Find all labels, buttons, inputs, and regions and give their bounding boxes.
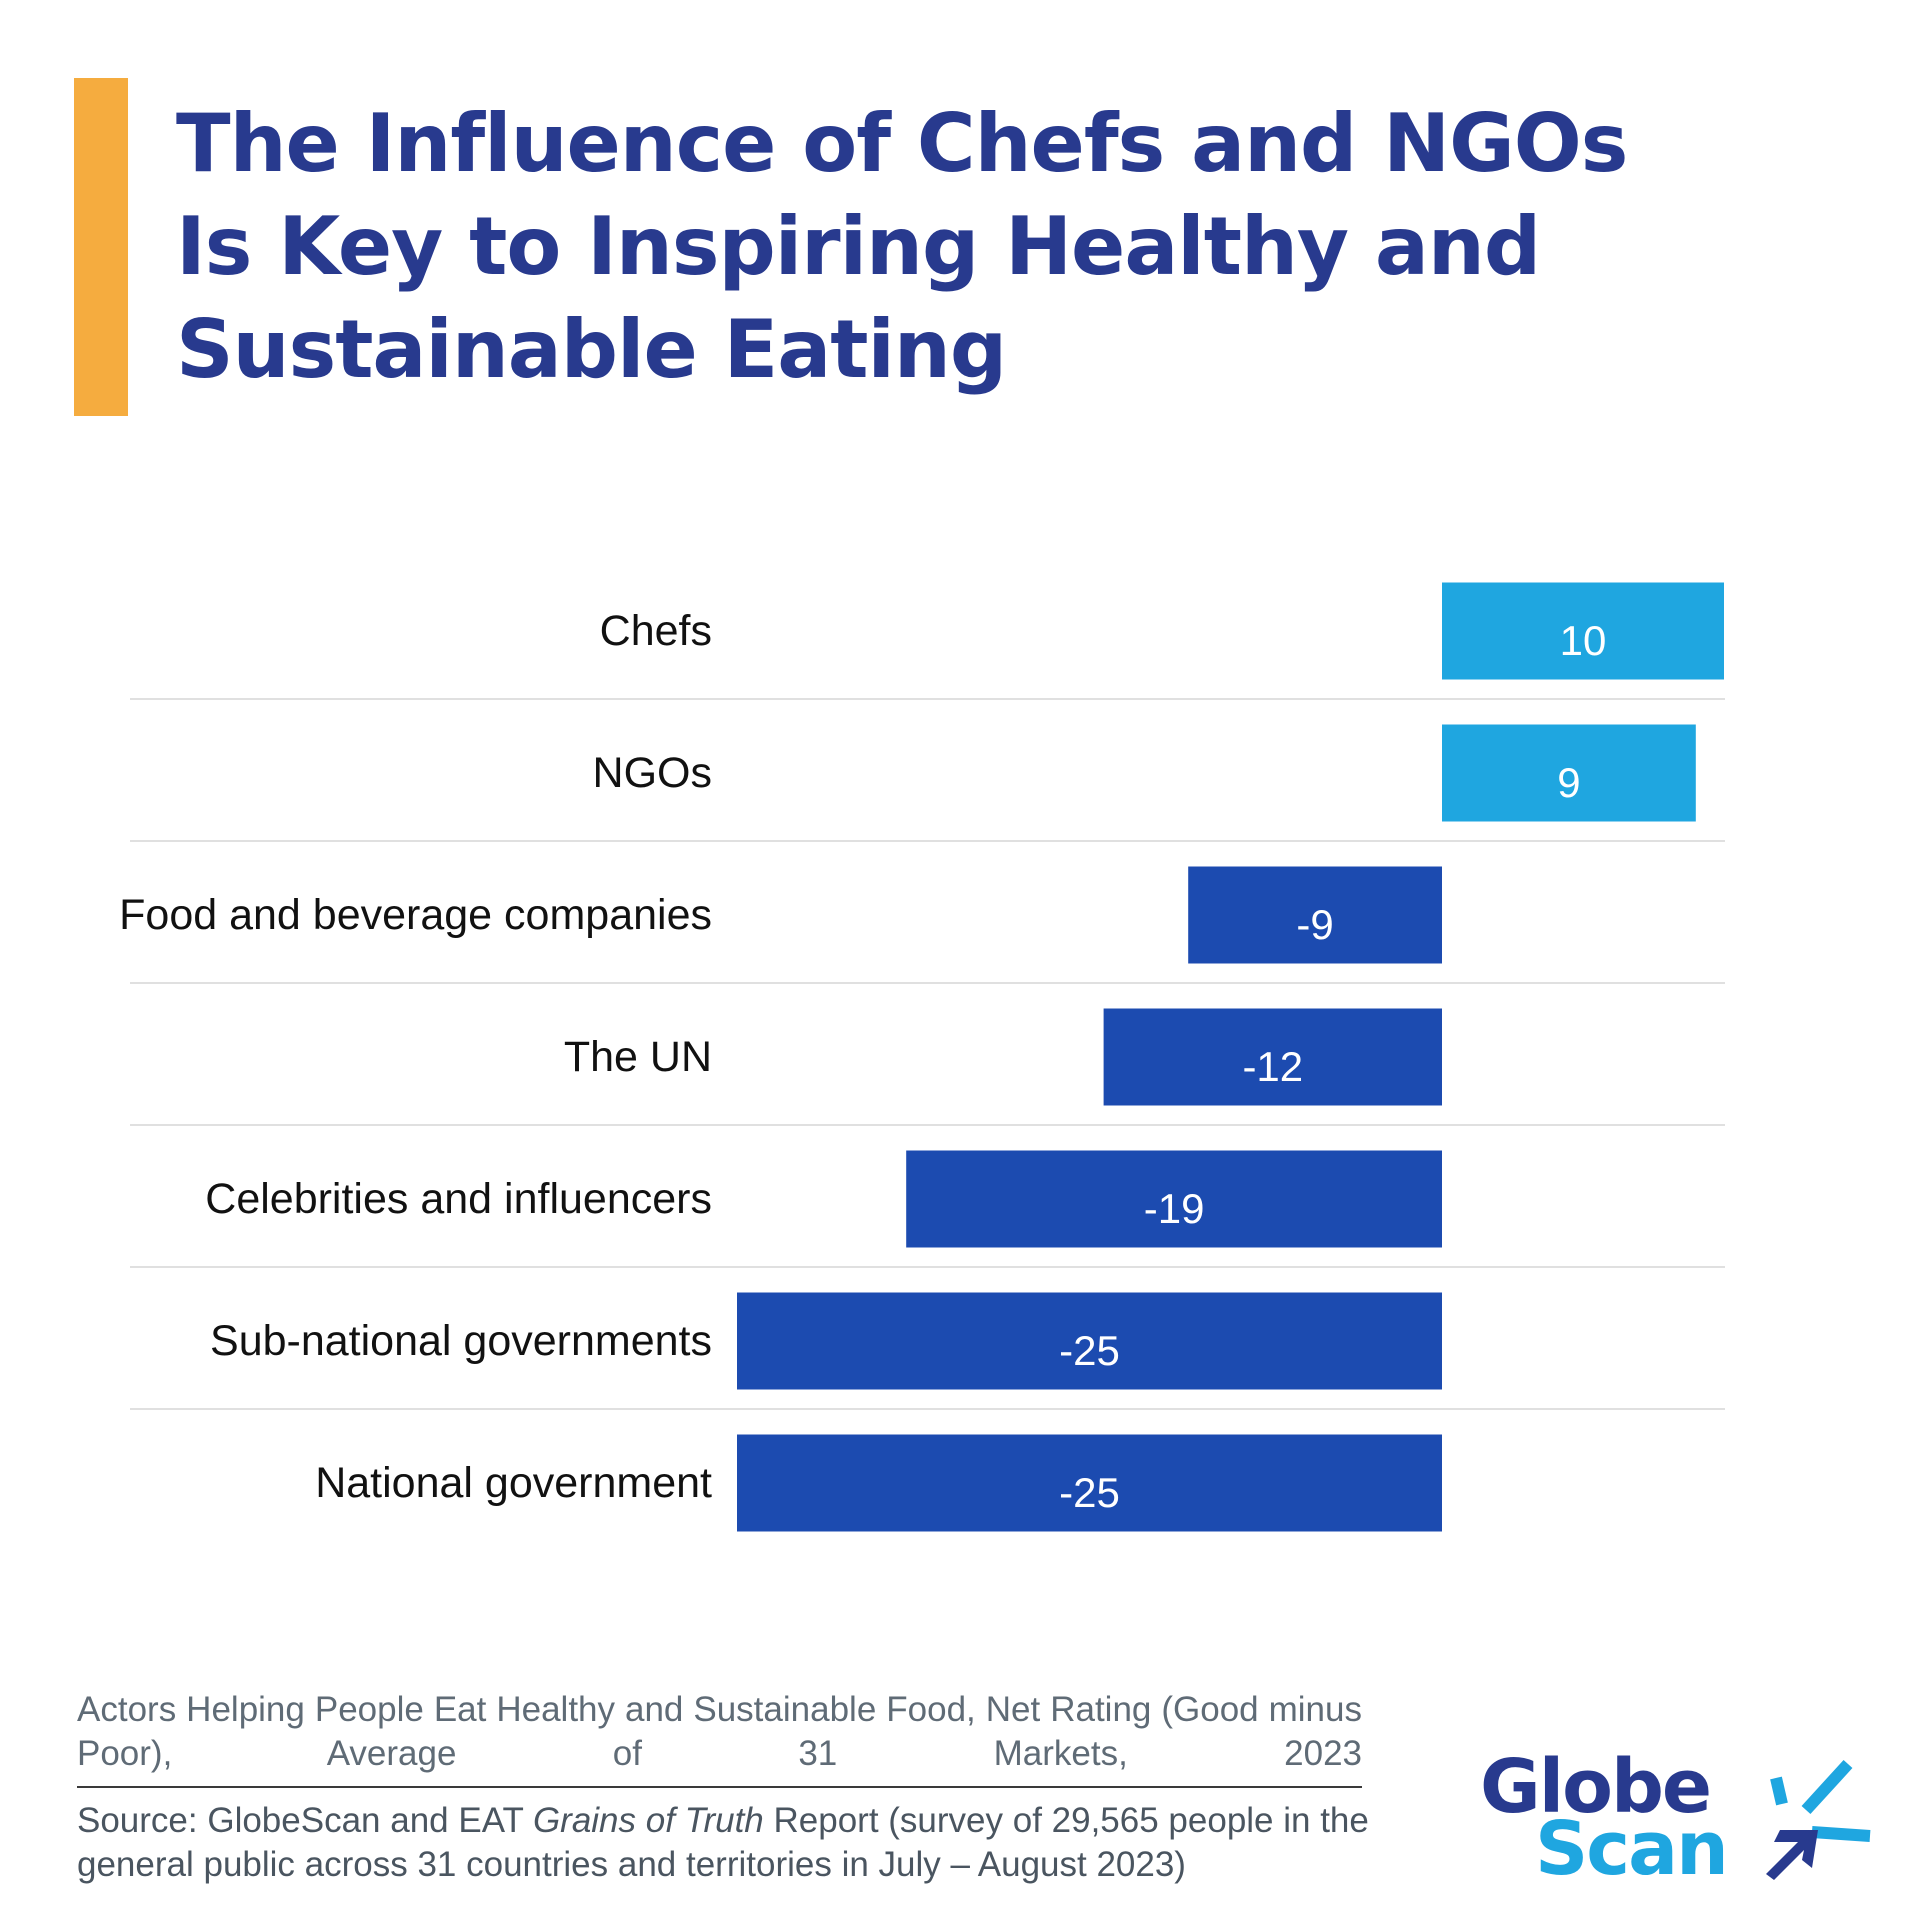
- source-prefix: Source: GlobeScan and EAT: [77, 1801, 533, 1840]
- logo-word-scan: Scan: [1535, 1806, 1729, 1892]
- bar-3: [1103, 1008, 1442, 1106]
- title-line-1: The Influence of Chefs and NGOs: [176, 97, 1628, 190]
- chart-description: Actors Helping People Eat Healthy and Su…: [77, 1690, 1362, 1773]
- logo-rays-icon: [1766, 1759, 1871, 1880]
- source-note: Source: GlobeScan and EAT Grains of Trut…: [77, 1799, 1397, 1887]
- category-label-3: The UN: [564, 1033, 712, 1081]
- category-label-6: National government: [315, 1459, 712, 1507]
- value-label-6: -25: [1059, 1469, 1120, 1516]
- page-title: The Influence of Chefs and NGOs Is Key t…: [176, 92, 1676, 401]
- accent-bar: [74, 78, 128, 416]
- bar-1: [1442, 724, 1696, 822]
- bar-6: [737, 1434, 1442, 1532]
- source-report-title: Grains of Truth: [532, 1801, 764, 1840]
- globescan-logo: Globe Scan: [1480, 1750, 1880, 1900]
- category-label-1: NGOs: [593, 749, 712, 797]
- category-label-2: Food and beverage companies: [119, 891, 712, 939]
- value-label-2: -9: [1296, 901, 1333, 948]
- value-label-5: -25: [1059, 1327, 1120, 1374]
- bar-2: [1188, 866, 1442, 964]
- bar-0: [1442, 582, 1724, 680]
- bar-5: [737, 1292, 1442, 1390]
- footnote-divider: [77, 1786, 1362, 1788]
- value-label-0: 10: [1560, 617, 1607, 664]
- source-suffix: Report (survey of 29,565 people in the g…: [77, 1801, 1369, 1884]
- logo-word-globe: Globe: [1480, 1744, 1712, 1830]
- value-label-3: -12: [1242, 1043, 1303, 1090]
- value-label-4: -19: [1144, 1185, 1205, 1232]
- title-line-3: Sustainable Eating: [176, 303, 1007, 396]
- category-label-4: Celebrities and influencers: [205, 1175, 712, 1223]
- category-label-0: Chefs: [600, 607, 712, 655]
- category-label-5: Sub-national governments: [210, 1317, 712, 1365]
- bar-4: [906, 1150, 1442, 1248]
- title-line-2: Is Key to Inspiring Healthy and: [176, 200, 1541, 293]
- value-label-1: 9: [1557, 759, 1580, 806]
